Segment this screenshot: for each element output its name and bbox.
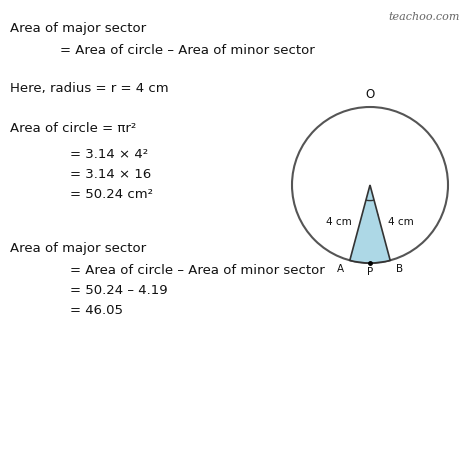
Text: = 3.14 × 4²: = 3.14 × 4² — [70, 148, 148, 161]
Text: = 3.14 × 16: = 3.14 × 16 — [70, 168, 151, 181]
Text: Here, radius = r = 4 cm: Here, radius = r = 4 cm — [10, 82, 169, 95]
Text: 4 cm: 4 cm — [326, 217, 352, 227]
Text: B: B — [396, 264, 403, 274]
Text: 4 cm: 4 cm — [389, 217, 414, 227]
Text: P: P — [367, 267, 373, 277]
Text: = 50.24 cm²: = 50.24 cm² — [70, 188, 153, 201]
Text: = Area of circle – Area of minor sector: = Area of circle – Area of minor sector — [60, 44, 315, 57]
Text: 30°: 30° — [361, 213, 379, 223]
Text: O: O — [365, 88, 374, 101]
Text: Area of circle = πr²: Area of circle = πr² — [10, 122, 136, 135]
Text: teachoo.com: teachoo.com — [389, 12, 460, 22]
Text: = 50.24 – 4.19: = 50.24 – 4.19 — [70, 284, 168, 297]
Text: = Area of circle – Area of minor sector: = Area of circle – Area of minor sector — [70, 264, 325, 277]
Wedge shape — [350, 185, 390, 263]
Text: Area of major sector: Area of major sector — [10, 22, 146, 35]
Text: A: A — [337, 264, 344, 274]
Text: = 46.05: = 46.05 — [70, 304, 123, 317]
Text: Area of major sector: Area of major sector — [10, 242, 146, 255]
